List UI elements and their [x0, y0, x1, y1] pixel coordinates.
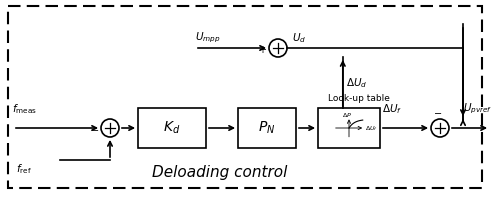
Text: $+$: $+$ [258, 44, 267, 55]
Bar [138, 108, 206, 148]
Text: $f_\mathrm{meas}$: $f_\mathrm{meas}$ [12, 102, 37, 116]
Text: $P_N$: $P_N$ [258, 120, 276, 136]
Text: $-$: $-$ [90, 124, 99, 134]
Text: $\Delta U_d$: $\Delta U_d$ [346, 76, 367, 90]
Bar [318, 108, 380, 148]
Text: Look-up table: Look-up table [328, 94, 390, 103]
Bar [238, 108, 296, 148]
Text: $-$: $-$ [434, 107, 442, 117]
Text: $\Delta P$: $\Delta P$ [342, 111, 352, 119]
Text: $\Delta U_f$: $\Delta U_f$ [365, 125, 378, 133]
Text: $U_d$: $U_d$ [292, 31, 306, 45]
Text: $U_{pvref}$: $U_{pvref}$ [462, 102, 492, 116]
Text: $\Delta U_f$: $\Delta U_f$ [382, 102, 402, 116]
Text: $f_\mathrm{ref}$: $f_\mathrm{ref}$ [16, 162, 32, 176]
Text: $U_{mpp}$: $U_{mpp}$ [195, 31, 220, 45]
Text: $K_d$: $K_d$ [164, 120, 180, 136]
Text: Deloading control: Deloading control [152, 164, 288, 179]
